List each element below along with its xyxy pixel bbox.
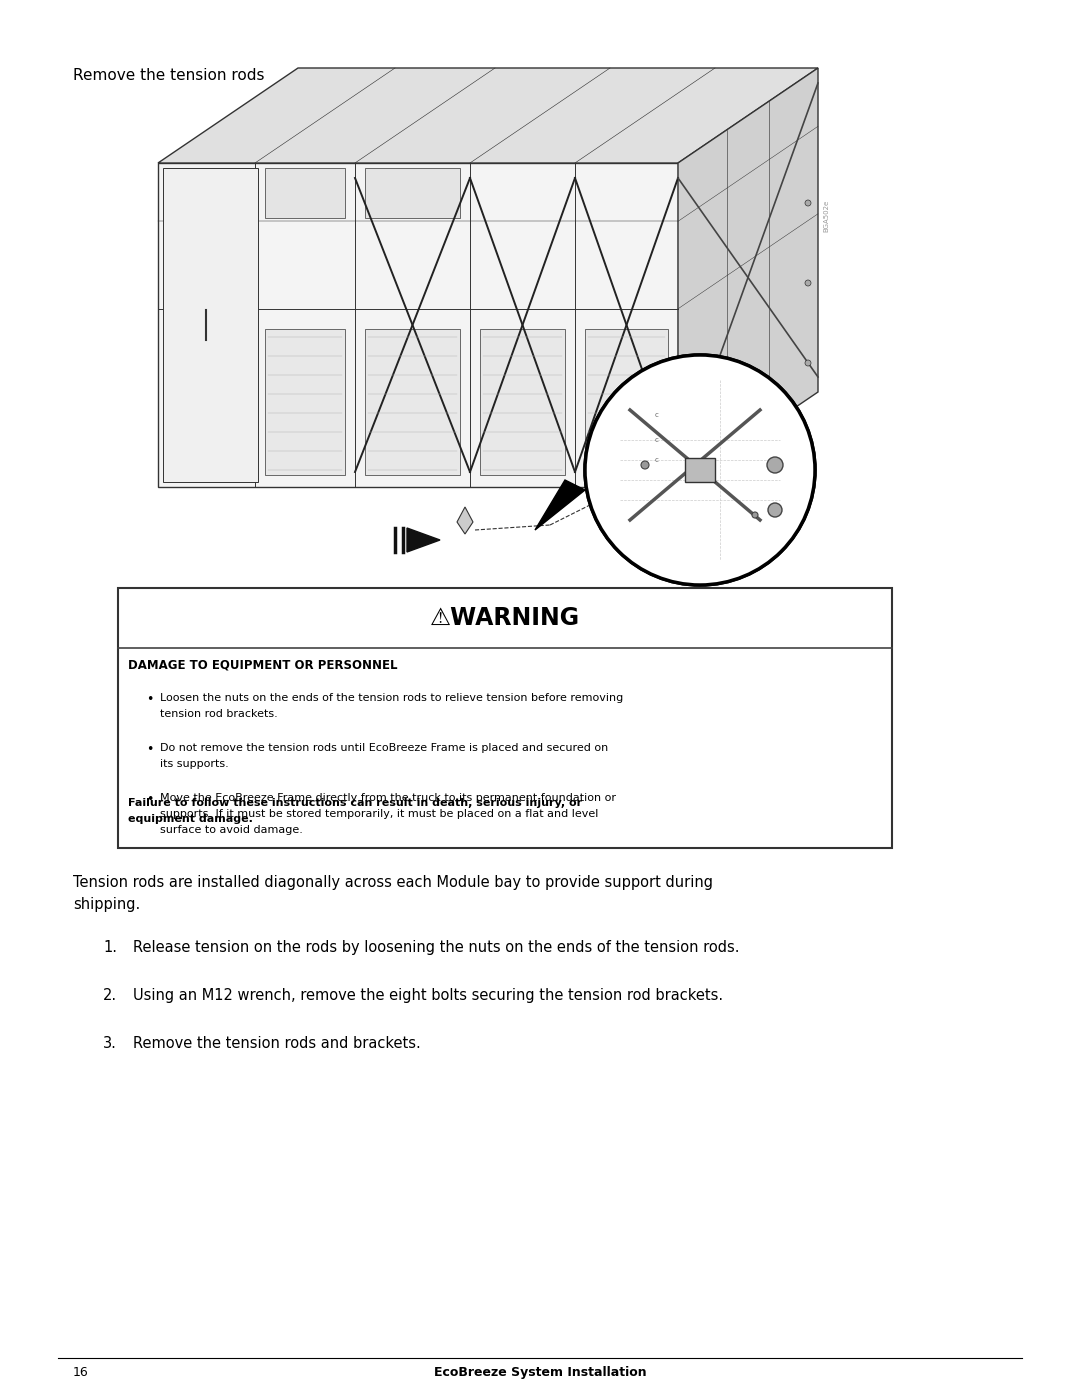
Circle shape [767, 457, 783, 474]
Bar [685, 458, 715, 482]
Bar [163, 168, 258, 482]
Text: BGA502e: BGA502e [823, 200, 829, 232]
Text: c: c [654, 412, 659, 418]
Circle shape [752, 511, 758, 518]
Text: Loosen the nuts on the ends of the tension rods to relieve tension before removi: Loosen the nuts on the ends of the tensi… [160, 693, 623, 703]
Circle shape [805, 200, 811, 205]
Text: •: • [146, 793, 153, 806]
Text: shipping.: shipping. [73, 897, 140, 912]
Polygon shape [158, 68, 818, 163]
Text: Release tension on the rods by loosening the nuts on the ends of the tension rod: Release tension on the rods by loosening… [133, 940, 740, 956]
Text: surface to avoid damage.: surface to avoid damage. [160, 826, 302, 835]
Text: equipment damage.: equipment damage. [129, 814, 253, 824]
Text: supports. If it must be stored temporarily, it must be placed on a flat and leve: supports. If it must be stored temporari… [160, 809, 598, 819]
Text: DAMAGE TO EQUIPMENT OR PERSONNEL: DAMAGE TO EQUIPMENT OR PERSONNEL [129, 658, 397, 671]
Text: EcoBreeze System Installation: EcoBreeze System Installation [434, 1366, 646, 1379]
Polygon shape [158, 163, 678, 488]
Text: ⚠WARNING: ⚠WARNING [430, 606, 580, 630]
Bar [265, 328, 345, 475]
Text: its supports.: its supports. [160, 759, 229, 768]
Bar [585, 328, 669, 475]
Text: c: c [654, 437, 659, 443]
Bar [265, 168, 345, 218]
Bar [365, 168, 460, 218]
Text: •: • [146, 743, 153, 756]
Polygon shape [457, 507, 473, 534]
Polygon shape [535, 481, 585, 529]
Bar [118, 588, 892, 848]
Text: 2.: 2. [103, 988, 117, 1003]
Text: •: • [146, 693, 153, 705]
Polygon shape [678, 68, 818, 488]
Text: c: c [654, 457, 659, 462]
Circle shape [768, 503, 782, 517]
Text: Tension rods are installed diagonally across each Module bay to provide support : Tension rods are installed diagonally ac… [73, 875, 713, 890]
Text: Remove the tension rods and brackets.: Remove the tension rods and brackets. [133, 1037, 421, 1051]
Text: 1.: 1. [103, 940, 117, 956]
Circle shape [805, 279, 811, 286]
Bar [480, 328, 565, 475]
Text: Move the EcoBreeze Frame directly from the truck to its permanent foundation or: Move the EcoBreeze Frame directly from t… [160, 793, 616, 803]
Text: Failure to follow these instructions can result in death, serious injury, or: Failure to follow these instructions can… [129, 798, 582, 807]
Text: 3.: 3. [103, 1037, 117, 1051]
Circle shape [642, 461, 649, 469]
Text: Remove the tension rods: Remove the tension rods [73, 68, 265, 82]
Bar [365, 328, 460, 475]
Text: Do not remove the tension rods until EcoBreeze Frame is placed and secured on: Do not remove the tension rods until Eco… [160, 743, 608, 753]
Circle shape [585, 355, 815, 585]
Circle shape [805, 440, 811, 446]
Circle shape [805, 360, 811, 366]
Polygon shape [407, 528, 440, 552]
Text: Using an M12 wrench, remove the eight bolts securing the tension rod brackets.: Using an M12 wrench, remove the eight bo… [133, 988, 724, 1003]
Text: 16: 16 [73, 1366, 89, 1379]
Text: tension rod brackets.: tension rod brackets. [160, 710, 278, 719]
Circle shape [585, 355, 815, 585]
